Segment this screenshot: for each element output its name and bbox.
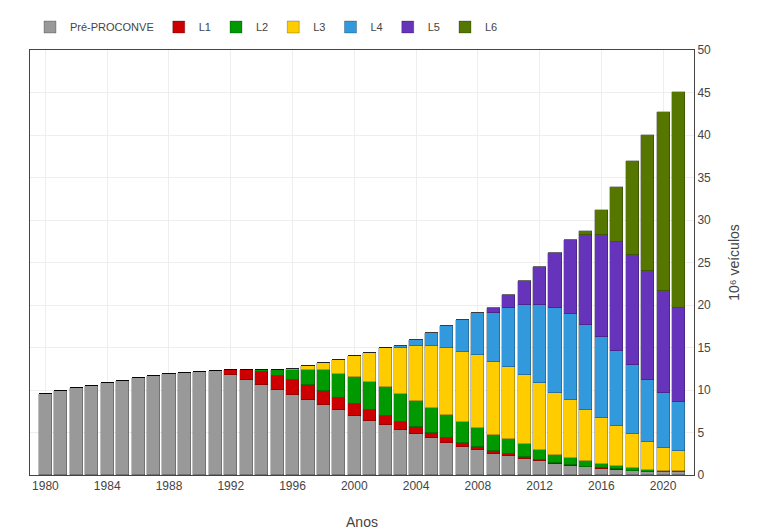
svg-text:10: 10 [697, 383, 711, 397]
svg-text:0: 0 [697, 468, 704, 482]
svg-text:1980: 1980 [32, 479, 59, 493]
svg-text:2004: 2004 [403, 479, 430, 493]
svg-text:15: 15 [697, 341, 711, 355]
svg-text:L5: L5 [428, 21, 440, 33]
svg-text:L6: L6 [485, 21, 497, 33]
svg-text:2016: 2016 [588, 479, 615, 493]
svg-text:50: 50 [697, 43, 711, 57]
svg-text:L1: L1 [199, 21, 211, 33]
svg-text:2020: 2020 [650, 479, 677, 493]
svg-text:L2: L2 [256, 21, 268, 33]
svg-text:L4: L4 [371, 21, 383, 33]
svg-text:1984: 1984 [94, 479, 121, 493]
svg-text:Pré-PROCONVE: Pré-PROCONVE [70, 21, 154, 33]
svg-text:5: 5 [697, 426, 704, 440]
svg-text:2000: 2000 [341, 479, 368, 493]
svg-text:30: 30 [697, 213, 711, 227]
svg-text:25: 25 [697, 256, 711, 270]
svg-text:1988: 1988 [156, 479, 183, 493]
svg-text:1992: 1992 [217, 479, 244, 493]
svg-text:35: 35 [697, 171, 711, 185]
svg-text:40: 40 [697, 128, 711, 142]
svg-text:45: 45 [697, 86, 711, 100]
svg-text:L3: L3 [313, 21, 325, 33]
svg-text:2012: 2012 [526, 479, 553, 493]
svg-text:10⁶ veículos: 10⁶ veículos [726, 224, 742, 301]
svg-text:Anos: Anos [346, 514, 378, 530]
svg-text:1996: 1996 [279, 479, 306, 493]
svg-text:2008: 2008 [464, 479, 491, 493]
svg-text:20: 20 [697, 298, 711, 312]
